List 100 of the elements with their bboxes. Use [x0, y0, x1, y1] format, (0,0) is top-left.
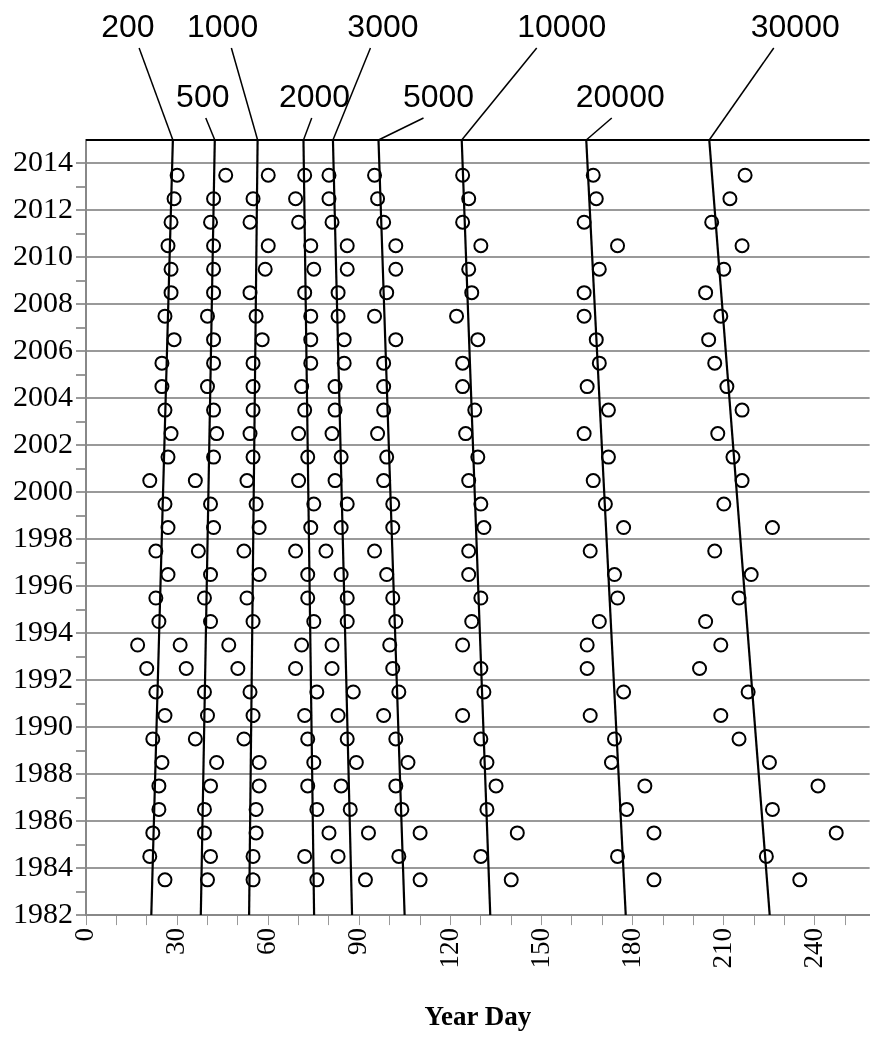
x-tick-label: 0 [69, 928, 100, 942]
point [704, 214, 720, 230]
point [321, 167, 337, 183]
point [160, 567, 176, 583]
point [190, 543, 206, 559]
point [306, 261, 322, 277]
point [470, 449, 486, 465]
point [476, 520, 492, 536]
point [740, 684, 756, 700]
point [303, 520, 319, 536]
point [692, 660, 708, 676]
point [333, 449, 349, 465]
point [461, 191, 477, 207]
point [257, 261, 273, 277]
point [330, 308, 346, 324]
point [248, 496, 264, 512]
point [455, 379, 471, 395]
point [199, 379, 215, 395]
point [139, 660, 155, 676]
point [607, 567, 622, 583]
point [196, 825, 212, 841]
point [148, 684, 164, 700]
point [196, 801, 212, 817]
point [242, 684, 258, 700]
point [148, 590, 164, 606]
point [130, 637, 146, 653]
x-tick-label: 150 [524, 928, 555, 969]
point [245, 848, 261, 864]
point [600, 449, 616, 465]
point [300, 778, 316, 794]
point [169, 167, 185, 183]
point [324, 660, 340, 676]
point [239, 473, 255, 489]
point [242, 426, 258, 442]
x-tick-label: 240 [798, 928, 829, 969]
point [610, 238, 626, 254]
point [828, 825, 844, 841]
point [309, 872, 325, 888]
point [297, 402, 313, 418]
point [455, 637, 471, 653]
point [203, 848, 219, 864]
point [339, 731, 355, 747]
point [154, 355, 170, 371]
point [449, 308, 465, 324]
point [154, 379, 170, 395]
point [251, 520, 267, 536]
point [157, 402, 173, 418]
point [731, 590, 747, 606]
point [719, 379, 735, 395]
point [470, 332, 486, 348]
point [203, 567, 219, 583]
point [607, 731, 622, 747]
point [196, 684, 212, 700]
point [203, 214, 219, 230]
point [321, 191, 337, 207]
point [455, 355, 471, 371]
point [731, 731, 747, 747]
point [376, 379, 392, 395]
text: 3000 [347, 7, 419, 44]
point [218, 167, 234, 183]
point [209, 754, 225, 770]
point [333, 778, 349, 794]
point [376, 402, 392, 418]
point [464, 285, 480, 301]
point [206, 332, 222, 348]
point [461, 261, 477, 277]
point [236, 543, 252, 559]
point [379, 449, 395, 465]
point [603, 754, 619, 770]
point [473, 848, 489, 864]
y-tick-label: 1984 [13, 849, 73, 882]
point [379, 567, 395, 583]
point [455, 167, 471, 183]
text: 30000 [750, 7, 840, 44]
point [473, 590, 489, 606]
point [588, 332, 604, 348]
y-tick-label: 1998 [13, 520, 73, 554]
point [737, 167, 753, 183]
point [163, 285, 179, 301]
point [591, 355, 607, 371]
point [151, 801, 167, 817]
point [251, 778, 267, 794]
point [199, 308, 215, 324]
point [367, 167, 383, 183]
point [616, 520, 632, 536]
point [203, 496, 219, 512]
point [339, 261, 355, 277]
point [385, 660, 401, 676]
point [585, 473, 601, 489]
point [345, 684, 361, 700]
point [324, 637, 340, 653]
point [764, 801, 780, 817]
point [336, 355, 352, 371]
point [458, 426, 474, 442]
text: 1000 [187, 7, 259, 44]
point [734, 473, 750, 489]
y-tick-label: 2004 [13, 379, 73, 413]
point [722, 191, 738, 207]
point [479, 801, 495, 817]
y-tick-label: 1992 [13, 661, 73, 695]
